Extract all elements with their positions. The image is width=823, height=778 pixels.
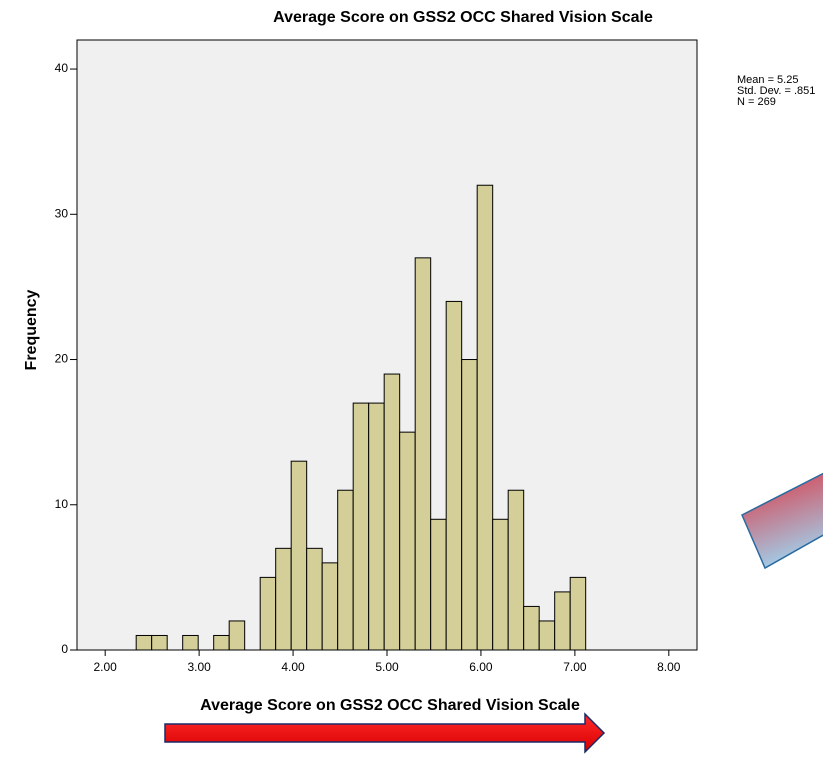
bar xyxy=(151,634,168,651)
y-tick-label: 10 xyxy=(55,497,69,511)
bar xyxy=(492,518,509,651)
bar xyxy=(135,634,153,651)
decorative-arrow xyxy=(164,712,606,754)
bar xyxy=(213,634,230,651)
bar xyxy=(523,605,540,651)
stat-label: Std. Dev. = .851 xyxy=(737,85,815,97)
x-tick-label: 5.00 xyxy=(375,660,399,674)
bar xyxy=(228,620,246,651)
bar xyxy=(337,489,354,651)
y-tick-label: 40 xyxy=(55,61,69,75)
bar xyxy=(306,547,323,651)
x-tick-label: 8.00 xyxy=(657,660,681,674)
x-tick-label: 7.00 xyxy=(563,660,587,674)
bar xyxy=(368,402,385,651)
stat-label: Mean = 5.25 xyxy=(737,74,798,86)
bar xyxy=(538,620,556,651)
bar xyxy=(290,460,308,651)
bar xyxy=(461,359,478,651)
x-tick-label: 2.00 xyxy=(94,660,118,674)
bar xyxy=(383,373,401,651)
bar xyxy=(414,257,432,651)
x-tick-label: 6.00 xyxy=(469,660,493,674)
bar xyxy=(275,547,292,651)
bar xyxy=(507,489,525,651)
decorative-shape xyxy=(741,472,823,570)
chart-title: Average Score on GSS2 OCC Shared Vision … xyxy=(273,9,653,26)
bar xyxy=(554,591,571,651)
bar xyxy=(321,562,339,651)
bar xyxy=(182,634,199,651)
bar xyxy=(259,576,277,651)
bar xyxy=(445,300,463,651)
marks: 0 10 20 30 40 2.00 3.00 4.00 5.00 6.00 7.00 8.00 xyxy=(55,61,681,674)
x-tick-label: 4.00 xyxy=(281,660,305,674)
bar xyxy=(476,184,494,651)
stat-label: N = 269 xyxy=(737,96,776,108)
y-axis-label: Frequency xyxy=(23,289,40,370)
bar xyxy=(430,518,447,651)
x-axis-label: Average Score on GSS2 OCC Shared Vision … xyxy=(200,697,580,714)
bar xyxy=(569,576,587,651)
x-tick-label: 3.00 xyxy=(187,660,211,674)
y-tick-label: 0 xyxy=(61,642,68,656)
bar xyxy=(399,431,416,651)
bar xyxy=(352,402,370,651)
y-tick-label: 20 xyxy=(55,352,69,366)
y-tick-label: 30 xyxy=(55,206,69,220)
